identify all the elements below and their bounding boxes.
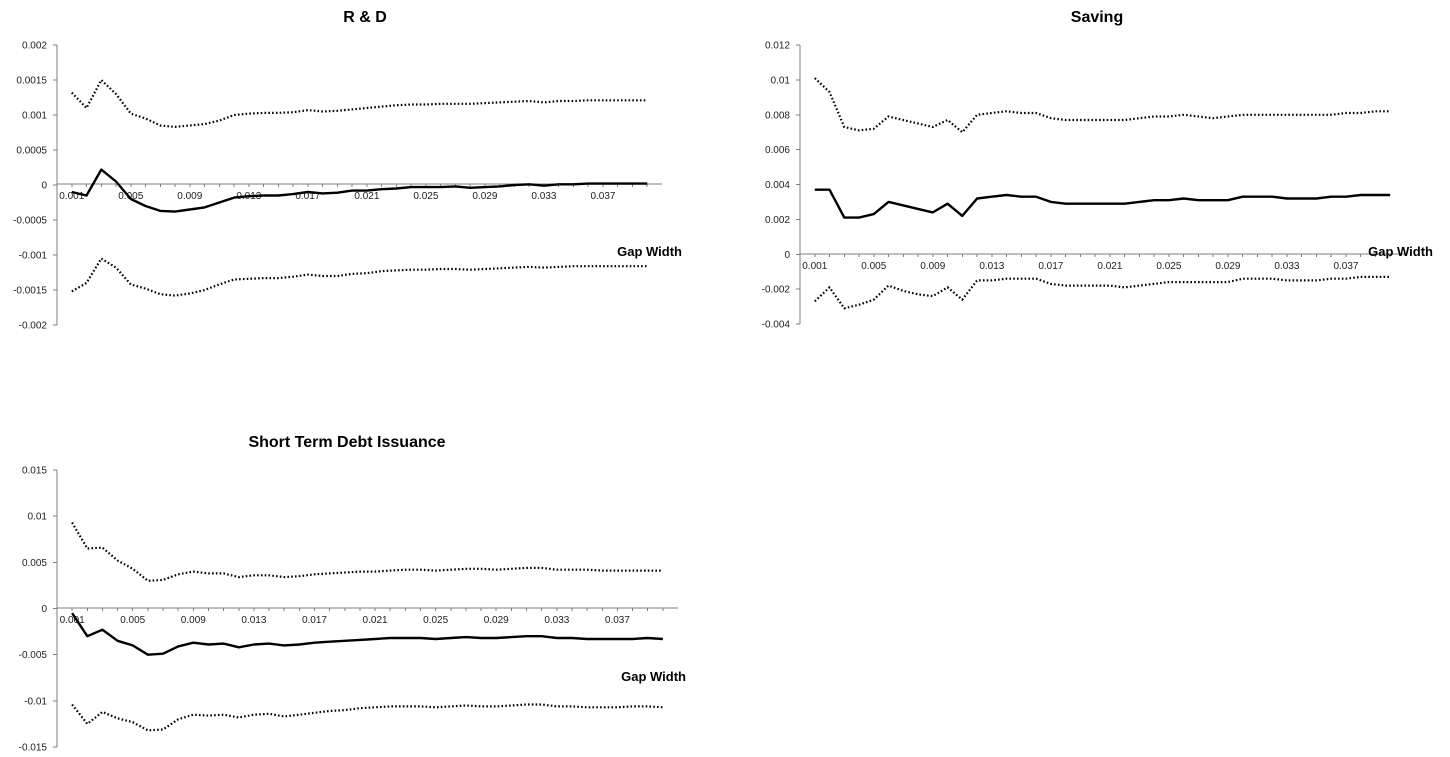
chart-title: Short Term Debt Issuance — [248, 434, 445, 451]
y-tick-label: -0.0015 — [13, 286, 47, 297]
x-tick-label: 0.017 — [302, 615, 327, 626]
series-line-estimate — [71, 168, 648, 213]
y-tick-label: -0.0005 — [13, 216, 47, 227]
y-tick-label: 0.008 — [765, 110, 790, 121]
x-axis-label: Gap Width — [621, 669, 686, 684]
x-tick-label: 0.009 — [920, 261, 945, 272]
plot-area — [71, 78, 648, 297]
y-tick-label: -0.005 — [19, 650, 48, 661]
series-line-lower-bound — [71, 256, 648, 297]
x-tick-label: 0.037 — [1333, 261, 1358, 272]
y-tick-label: 0.0005 — [16, 146, 47, 157]
y-tick-label: 0.015 — [22, 466, 47, 477]
y-tick-label: 0 — [784, 250, 790, 261]
y-tick-labels: 0.015 0.01 0.005 0 -0.005 -0.01 -0.015 — [19, 466, 57, 754]
x-tick-label: 0.029 — [484, 615, 509, 626]
series-line-estimate — [814, 188, 1391, 219]
chart-title: Saving — [1071, 9, 1123, 26]
x-tick-label: 0.037 — [590, 191, 615, 202]
x-tick-label: 0.005 — [120, 615, 145, 626]
x-tick-label: 0.033 — [1274, 261, 1299, 272]
y-tick-label: 0.002 — [22, 41, 47, 52]
x-axis-label: Gap Width — [617, 244, 682, 259]
x-tick-label: 0.033 — [544, 615, 569, 626]
series-line-upper-bound — [71, 78, 648, 129]
chart-saving: Saving 0.012 0.01 0.008 0.006 0.004 0.002 0 -0.… — [762, 9, 1433, 331]
x-tick-label: 0.001 — [60, 615, 85, 626]
x-tick-label: 0.025 — [423, 615, 448, 626]
series-line-estimate — [71, 612, 663, 656]
series-line-upper-bound — [71, 522, 663, 582]
series-line-lower-bound — [814, 275, 1391, 310]
y-tick-label: 0.004 — [765, 180, 790, 191]
y-tick-label: 0 — [41, 604, 47, 615]
y-tick-label: 0.012 — [765, 41, 790, 52]
series-line-lower-bound — [71, 703, 663, 732]
x-tick-label: 0.029 — [1215, 261, 1240, 272]
x-tick-label: 0.017 — [1038, 261, 1063, 272]
x-tick-label: 0.005 — [118, 191, 143, 202]
y-tick-label: -0.001 — [19, 251, 48, 262]
x-tick-label: 0.009 — [177, 191, 202, 202]
y-tick-label: 0.002 — [765, 215, 790, 226]
x-tick-label: 0.013 — [979, 261, 1004, 272]
y-tick-label: 0.005 — [22, 558, 47, 569]
x-tick-label: 0.005 — [861, 261, 886, 272]
y-tick-label: -0.01 — [24, 696, 47, 707]
y-tick-labels: 0.012 0.01 0.008 0.006 0.004 0.002 0 -0.002 -0.0… — [762, 41, 800, 331]
chart-short-term-debt: Short Term Debt Issuance 0.0150.010.0050… — [19, 434, 686, 754]
x-tick-label: 0.013 — [241, 615, 266, 626]
y-tick-label: -0.002 — [762, 285, 791, 296]
y-tick-label: -0.004 — [762, 320, 791, 331]
x-tick-labels: 0.001 0.005 0.009 0.013 0.017 0.021 0.025 0.029… — [60, 608, 664, 626]
y-tick-label: 0.0015 — [16, 76, 47, 87]
x-tick-label: 0.029 — [472, 191, 497, 202]
x-tick-label: 0.021 — [363, 615, 388, 626]
plot-area — [71, 522, 663, 732]
y-tick-label: -0.002 — [19, 321, 48, 332]
x-tick-label: 0.021 — [354, 191, 379, 202]
x-tick-label: 0.025 — [1156, 261, 1181, 272]
plot-area — [814, 77, 1391, 310]
y-tick-label: 0.01 — [28, 512, 48, 523]
x-tick-labels: 0.001 0.005 0.009 0.013 0.017 0.021 0.025 0.029… — [802, 254, 1391, 272]
y-tick-label: 0 — [41, 181, 47, 192]
x-tick-label: 0.001 — [59, 191, 84, 202]
x-tick-label: 0.025 — [413, 191, 438, 202]
y-tick-label: -0.015 — [19, 743, 48, 754]
y-tick-label: 0.006 — [765, 145, 790, 156]
y-tick-label: 0.001 — [22, 111, 47, 122]
x-tick-label: 0.017 — [295, 191, 320, 202]
chart-title: R & D — [343, 9, 387, 26]
y-tick-labels: 0.002 0.0015 0.001 0.0005 0 -0.0005 -0.001 -0.0… — [13, 41, 57, 332]
x-tick-labels: 0.001 0.005 0.009 0.013 0.017 0.021 0.025 0.029… — [59, 184, 648, 202]
y-tick-label: 0.01 — [771, 75, 791, 86]
x-tick-label: 0.001 — [802, 261, 827, 272]
x-axis-label: Gap Width — [1368, 244, 1433, 259]
x-tick-label: 0.009 — [181, 615, 206, 626]
chart-rd: R & D 0.002 0.0015 0.001 0.0005 0 -0.0005 -0.0… — [13, 9, 682, 332]
series-line-upper-bound — [814, 77, 1391, 134]
x-tick-label: 0.021 — [1097, 261, 1122, 272]
x-tick-label: 0.037 — [605, 615, 630, 626]
x-tick-label: 0.033 — [531, 191, 556, 202]
